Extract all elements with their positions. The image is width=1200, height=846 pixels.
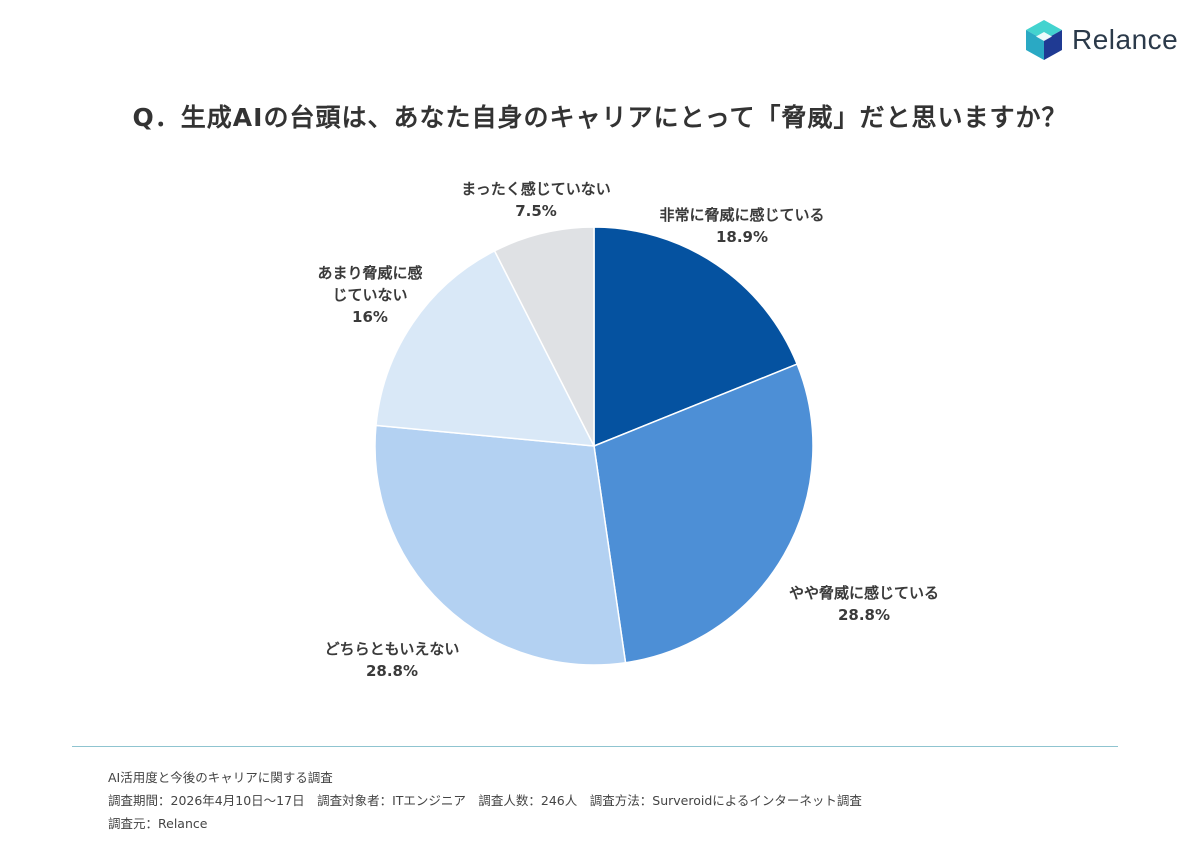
slice-value-label: 18.9% [716, 228, 768, 246]
cube-logo-icon [1026, 20, 1062, 60]
survey-details: 調査期間：2026年4月10日～17日 調査対象者：ITエンジニア 調査人数：2… [108, 793, 862, 808]
slice-label-very-threatened: 非常に脅威に感じている 18.9% [659, 206, 824, 246]
survey-footer: AI活用度と今後のキャリアに関する調査 調査期間：2026年4月10日～17日 … [108, 766, 862, 835]
pie-slice-somewhat-threatened [593, 363, 814, 664]
slice-label-text: 非常に脅威に感じている [659, 206, 824, 224]
slice-value-label: 7.5% [515, 202, 557, 220]
slice-label-text: やや脅威に感じている [789, 584, 939, 602]
slice-value-label: 28.8% [838, 606, 890, 624]
slice-label-text: まったく感じていない [461, 180, 610, 198]
slice-label-not-at-all: まったく感じていない 7.5% [461, 180, 610, 220]
survey-name: AI活用度と今後のキャリアに関する調査 [108, 770, 333, 785]
footer-divider [72, 746, 1118, 747]
pie-chart: 非常に脅威に感じている18.9%やや脅威に感じている28.8%どちらともいえない… [317, 180, 939, 680]
slice-label-neutral: どちらともいえない 28.8% [325, 640, 460, 680]
brand-logo: Relance [1024, 18, 1178, 62]
brand-logo-text: Relance [1072, 24, 1179, 55]
slice-label-text: じていない [332, 286, 407, 304]
chart-title: Q．生成AIの台頭は、あなた自身のキャリアにとって「脅威」だと思いますか？ [132, 103, 1068, 132]
survey-source: 調査元：Relance [108, 816, 208, 831]
slice-value-label: 28.8% [366, 662, 418, 680]
pie-slice-neutral [374, 424, 627, 666]
pie-slice-not-at-all [493, 226, 595, 447]
pie-slice-not-very-threatened [375, 249, 596, 447]
pie-slice-very-threatened [593, 226, 799, 448]
slice-label-text: どちらともいえない [325, 640, 460, 658]
slice-label-text: あまり脅威に感 [317, 264, 422, 282]
slice-value-label: 16% [352, 308, 388, 326]
slice-label-somewhat-threatened: やや脅威に感じている 28.8% [789, 584, 939, 624]
